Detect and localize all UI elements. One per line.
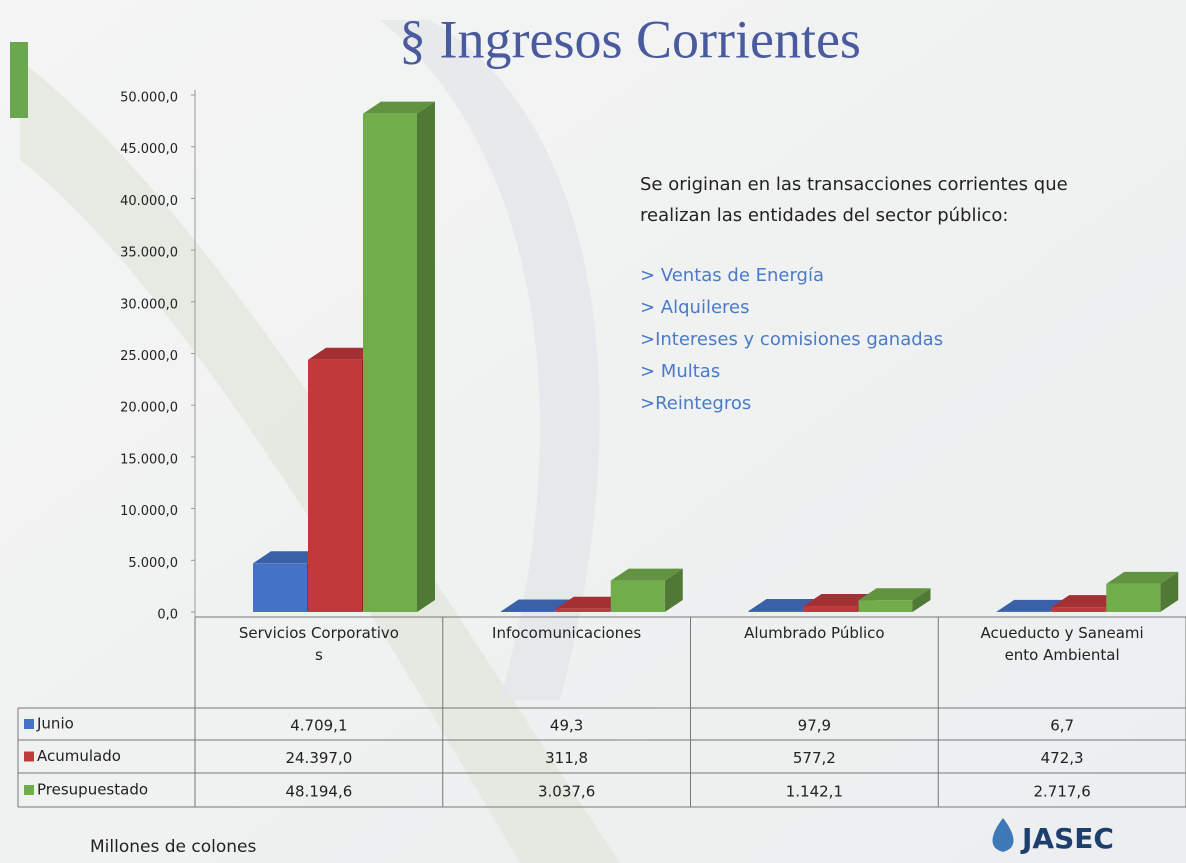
x-tick-label: Infocomunicaciones <box>492 624 642 642</box>
bar <box>1051 607 1106 612</box>
value-label: 577,2 <box>793 749 836 767</box>
bar-top <box>500 599 573 612</box>
legend-swatch <box>24 751 34 762</box>
value-label: 2.717,6 <box>1033 783 1090 801</box>
bar <box>555 608 610 612</box>
bar-top <box>996 599 1069 612</box>
y-tick-label: 15.000,0 <box>120 452 178 467</box>
bar <box>363 113 417 612</box>
legend-label: Acumulado <box>37 747 121 765</box>
y-tick-label: 20.000,0 <box>120 401 178 416</box>
bar <box>1106 583 1161 612</box>
y-tick-label: 50.000,0 <box>120 91 178 106</box>
value-label: 3.037,6 <box>538 783 595 801</box>
data-table: Servicios Corporativos Infocomunicaciones… <box>17 616 1186 808</box>
x-tick-label: Acueducto y Saneamiento Ambiental <box>980 624 1144 664</box>
bar-side <box>417 101 435 612</box>
bar <box>803 606 858 612</box>
bullet: > Multas <box>640 361 720 382</box>
bar-side <box>664 568 683 612</box>
y-tick-label: 45.000,0 <box>120 142 178 157</box>
bar <box>610 580 665 612</box>
legend-label: Presupuestado <box>37 781 148 799</box>
bar <box>858 600 913 612</box>
x-tick-label-box: Acueducto y Saneamiento Ambiental <box>980 624 1144 664</box>
value-label: 1.142,1 <box>786 783 843 801</box>
bullet: > Alquileres <box>640 297 750 318</box>
bullet: >Intereses y comisiones ganadas <box>640 329 943 350</box>
bar <box>748 610 803 612</box>
value-label: 472,3 <box>1041 749 1084 767</box>
y-tick-label: 40.000,0 <box>120 194 178 209</box>
logo-icon <box>992 818 1014 852</box>
value-label: 49,3 <box>550 717 583 735</box>
y-tick-label: 10.000,0 <box>120 504 178 519</box>
legend-swatch <box>24 785 34 795</box>
bar-top <box>858 588 931 601</box>
x-tick-label: Servicios Corporativos <box>238 624 399 664</box>
bar <box>308 359 362 612</box>
note: Millones de colones <box>90 837 256 857</box>
x-tick-label-box: Servicios Corporativos <box>238 624 399 664</box>
value-label: 24.397,0 <box>285 749 352 767</box>
bullet: > Ventas de Energía <box>640 265 824 286</box>
accent-bar <box>10 42 28 118</box>
bar-top <box>308 347 380 360</box>
value-label: 48.194,6 <box>285 783 352 801</box>
value-label: 4.709,1 <box>290 717 347 735</box>
bar-top <box>1106 571 1179 584</box>
bar-side <box>1160 571 1179 612</box>
x-tick-label-box: Infocomunicaciones <box>492 624 642 642</box>
bar-top <box>363 101 435 114</box>
y-tick-label: 25.000,0 <box>120 349 178 364</box>
bar-top <box>253 551 325 564</box>
description: realizan las entidades del sector públic… <box>640 205 1008 226</box>
value-label: 97,9 <box>798 717 831 735</box>
bar-top <box>803 594 876 607</box>
y-tick-label: 30.000,0 <box>120 297 178 312</box>
y-tick-label: 0,0 <box>157 608 178 623</box>
value-label: 311,8 <box>545 749 588 767</box>
logo: JASEC <box>1020 822 1114 855</box>
bar <box>253 563 307 612</box>
x-tick-label: Alumbrado Público <box>744 624 885 642</box>
value-label: 6,7 <box>1050 717 1074 735</box>
bar-top <box>1051 595 1124 608</box>
y-tick-label: 35.000,0 <box>120 246 178 261</box>
y-tick-label: 5.000,0 <box>128 556 178 571</box>
bar-side <box>912 588 931 612</box>
legend-swatch <box>24 719 34 729</box>
legend-label: Junio <box>36 715 74 733</box>
bar-top <box>610 568 683 581</box>
bullet: >Reintegros <box>640 393 751 414</box>
bar-top <box>748 598 821 611</box>
bar-top <box>555 596 628 609</box>
swoosh <box>380 20 600 700</box>
slide-title: § Ingresos Corrientes <box>399 9 861 69</box>
bar <box>500 611 555 612</box>
description: Se originan en las transacciones corrien… <box>640 174 1068 195</box>
x-tick-label-box: Alumbrado Público <box>744 624 885 642</box>
